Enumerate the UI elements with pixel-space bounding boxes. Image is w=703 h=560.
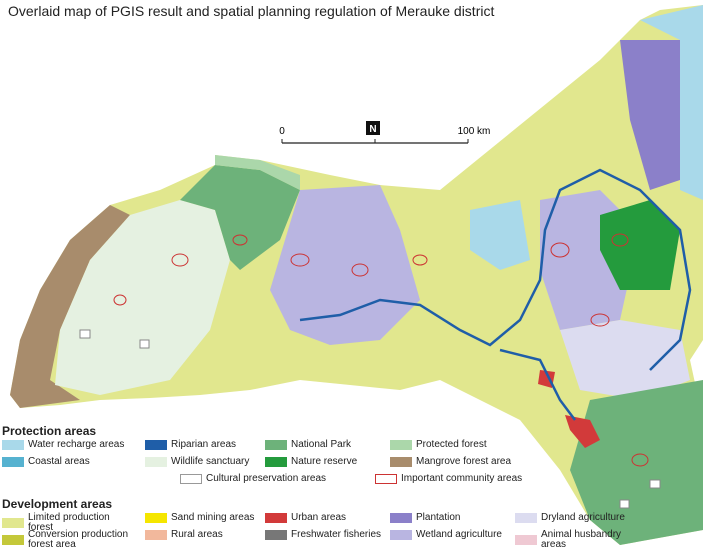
legend-swatch <box>390 513 412 523</box>
legend-item: Rural areas <box>145 530 276 540</box>
legend-item: Sand mining areas <box>145 513 276 523</box>
legend-swatch <box>2 535 24 545</box>
legend-swatch <box>265 457 287 467</box>
legend-label: Freshwater fisheries <box>291 529 382 540</box>
river <box>499 348 576 421</box>
community-area <box>171 253 189 267</box>
legend-item: Wetland agriculture <box>390 530 521 540</box>
legend-item: Dryland agriculture <box>515 513 646 523</box>
legend-item: Cultural preservation areas <box>180 474 376 484</box>
legend-label: Limited production forest <box>28 512 110 533</box>
legend-label: Important community areas <box>401 473 523 484</box>
urban-area <box>565 415 600 448</box>
legend-item: Nature reserve <box>265 457 396 467</box>
legend-swatch <box>515 513 537 523</box>
community-area <box>412 254 428 266</box>
legend-swatch <box>265 513 287 523</box>
community-area <box>290 253 310 267</box>
legend-item: Plantation <box>390 513 521 523</box>
legend-swatch <box>390 530 412 540</box>
community-area <box>550 242 570 258</box>
legend-label: Dryland agriculture <box>541 512 625 523</box>
legend-swatch <box>2 457 24 467</box>
legend-label: Plantation <box>416 512 461 523</box>
legend-item: Coastal areas <box>2 457 133 467</box>
legend-swatch <box>390 457 412 467</box>
cultural-area <box>649 479 661 489</box>
water-recharge-area <box>470 200 530 270</box>
river <box>299 168 692 371</box>
wetland-area <box>270 185 420 345</box>
legend-item: Water recharge areas <box>2 440 133 450</box>
legend-heading: Development areas <box>2 497 113 511</box>
legend-swatch <box>145 440 167 450</box>
legend-swatch <box>2 440 24 450</box>
legend-item: Conversion production forest area <box>2 530 133 550</box>
scale-end: 100 km <box>458 126 491 137</box>
legend-swatch <box>180 474 202 484</box>
legend-label: Wildlife sanctuary <box>171 456 250 467</box>
legend-item: Mangrove forest area <box>390 457 521 467</box>
legend-item: Protected forest <box>390 440 521 450</box>
legend-item: Important community areas <box>375 474 571 484</box>
legend-label: Coastal areas <box>28 456 90 467</box>
nature-reserve-area <box>600 200 680 290</box>
legend-swatch <box>145 513 167 523</box>
cultural-area <box>139 339 150 349</box>
legend-label: Mangrove forest area <box>416 456 512 467</box>
legend-label: Conversion production forest area <box>28 529 129 550</box>
plantation-area <box>620 40 680 190</box>
legend-label: Wetland agriculture <box>416 529 502 540</box>
legend-label: National Park <box>291 439 352 450</box>
legend-item: Wildlife sanctuary <box>145 457 276 467</box>
north-label: N <box>369 124 376 135</box>
legend-swatch <box>2 518 24 528</box>
legend-swatch <box>390 440 412 450</box>
community-area <box>590 313 610 327</box>
national-park-area <box>180 165 300 270</box>
scale-start: 0 <box>279 126 285 137</box>
legend-item: Freshwater fisheries <box>265 530 396 540</box>
legend-label: Urban areas <box>291 512 347 523</box>
legend-swatch <box>145 457 167 467</box>
legend-label: Sand mining areas <box>171 512 255 523</box>
legend-label: Animal husbandry areas <box>541 529 622 550</box>
title: Overlaid map of PGIS result and spatial … <box>8 3 495 19</box>
community-area <box>351 263 369 277</box>
community-area <box>232 234 248 246</box>
national-park-area <box>570 380 703 545</box>
legend-item: Urban areas <box>265 513 396 523</box>
community-area <box>113 294 127 306</box>
community-area <box>631 453 649 467</box>
dryland-area <box>560 320 690 400</box>
legend-label: Nature reserve <box>291 456 358 467</box>
water-recharge-area <box>640 5 703 200</box>
community-area <box>611 233 629 247</box>
protected-forest-area <box>215 155 300 190</box>
legend-label: Cultural preservation areas <box>206 473 327 484</box>
cultural-area <box>619 499 630 509</box>
legend-item: Animal husbandry areas <box>515 530 646 550</box>
legend-heading: Protection areas <box>2 424 97 438</box>
wildlife-area <box>55 200 230 395</box>
legend-swatch <box>265 530 287 540</box>
legend-label: Riparian areas <box>171 439 237 450</box>
legend-label: Protected forest <box>416 439 487 450</box>
mangrove-area <box>10 205 130 408</box>
legend-item: Riparian areas <box>145 440 276 450</box>
legend-label: Water recharge areas <box>28 439 125 450</box>
legend-item: Limited production forest <box>2 513 133 533</box>
cultural-area <box>79 329 91 339</box>
legend-swatch <box>515 535 537 545</box>
north-arrow <box>366 121 380 135</box>
legend-label: Rural areas <box>171 529 223 540</box>
legend-item: National Park <box>265 440 396 450</box>
legend-swatch <box>375 474 397 484</box>
legend-swatch <box>145 530 167 540</box>
legend-swatch <box>265 440 287 450</box>
